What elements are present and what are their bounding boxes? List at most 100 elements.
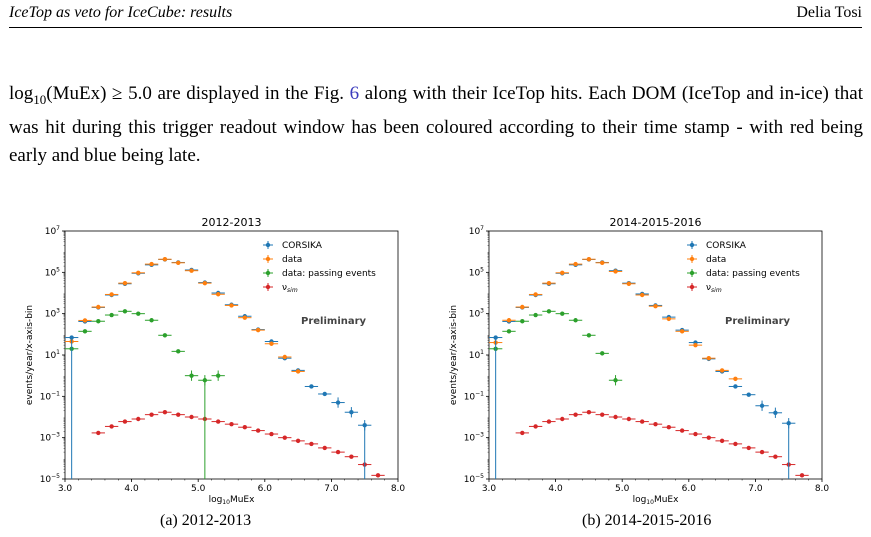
data-point — [639, 292, 645, 298]
data-point — [362, 423, 367, 428]
data-point — [679, 329, 685, 334]
data-point — [613, 269, 618, 274]
x-tick-label: 7.0 — [324, 484, 339, 494]
data-point — [149, 412, 154, 417]
data-point — [546, 309, 552, 314]
data-point — [586, 410, 592, 415]
legend-entry: CORSIKA — [706, 241, 747, 251]
data-point — [136, 416, 141, 422]
legend-marker — [689, 242, 695, 248]
y-tick-label: 101 — [469, 349, 484, 361]
page-header: IceTop as veto for IceCube: results Deli… — [9, 4, 862, 26]
data-point — [269, 341, 274, 346]
data-point — [626, 281, 632, 286]
data-point — [215, 292, 221, 297]
caption-b: (b) 2014-2015-2016 — [582, 512, 712, 529]
legend-entry: data — [706, 255, 726, 265]
data-point — [533, 424, 538, 429]
y-tick-label: 107 — [45, 225, 60, 237]
y-axis-label: events/year/x-axis-bin — [25, 305, 35, 405]
data-point — [773, 454, 778, 459]
data-point — [733, 441, 738, 447]
data-point — [786, 421, 791, 426]
x-axis-label: log10MuEx — [209, 495, 256, 506]
data-point — [69, 335, 74, 340]
data-area — [65, 257, 385, 479]
data-point — [586, 333, 592, 338]
legend-marker — [265, 270, 271, 276]
data-point — [759, 449, 765, 455]
y-tick-label: 10−1 — [40, 390, 60, 402]
data-point — [666, 316, 672, 322]
data-point — [242, 315, 248, 320]
x-tick-label: 8.0 — [815, 484, 830, 494]
data-point — [666, 425, 672, 430]
header-title: IceTop as veto for IceCube: results — [9, 4, 233, 21]
body-paragraph: log10(MuEx) ≥ 5.0 are displayed in the F… — [9, 83, 864, 166]
data-point — [335, 400, 341, 405]
data-point — [719, 438, 725, 444]
data-point — [679, 428, 685, 433]
legend-marker — [689, 270, 695, 276]
chart-title: 2014-2015-2016 — [610, 216, 702, 229]
data-point — [600, 351, 605, 356]
data-point — [229, 303, 234, 308]
data-point — [82, 329, 88, 334]
data-point — [759, 403, 765, 408]
data-point — [255, 327, 261, 333]
legend-marker — [689, 256, 695, 262]
preliminary-annotation: Preliminary — [301, 316, 367, 327]
data-point — [189, 414, 194, 420]
data-point — [322, 391, 327, 397]
data-point — [573, 318, 578, 323]
data-point — [176, 412, 181, 417]
data-area — [489, 257, 809, 479]
y-tick-label: 107 — [469, 225, 484, 237]
header-rule — [9, 27, 862, 28]
data-point — [176, 349, 181, 354]
caption-a: (a) 2012-2013 — [160, 512, 252, 529]
data-point — [719, 368, 725, 373]
data-point — [520, 430, 525, 436]
header-author: Delia Tosi — [796, 4, 862, 21]
data-point — [136, 311, 141, 316]
chart-title: 2012-2013 — [202, 216, 262, 229]
x-tick-label: 4.0 — [548, 484, 563, 494]
figure-reference-link[interactable]: 6 — [349, 83, 360, 104]
data-point — [309, 441, 314, 447]
data-point — [109, 312, 114, 318]
legend-marker — [265, 256, 271, 262]
data-point — [706, 356, 711, 361]
y-tick-label: 103 — [469, 308, 484, 320]
data-point — [600, 260, 605, 265]
data-point — [626, 416, 632, 422]
x-tick-label: 5.0 — [191, 484, 206, 494]
data-point — [613, 414, 618, 420]
x-tick-label: 7.0 — [748, 484, 763, 494]
x-tick-label: 6.0 — [258, 484, 273, 494]
y-tick-label: 105 — [45, 266, 60, 278]
data-point — [122, 280, 128, 286]
math-expression: log10(MuEx) ≥ 5.0 — [9, 83, 152, 107]
data-point — [82, 318, 88, 323]
y-axis-label: events/year/x-axis-bin — [449, 305, 459, 405]
data-point — [282, 354, 287, 360]
legend-entry: νsim — [282, 283, 298, 294]
data-point — [600, 412, 605, 417]
data-point — [96, 319, 101, 324]
data-point — [109, 292, 114, 297]
data-point — [255, 428, 261, 433]
data-point — [653, 303, 658, 309]
data-point — [375, 473, 381, 478]
data-point — [309, 384, 314, 389]
legend-entry: data: passing events — [706, 269, 800, 279]
data-point — [335, 449, 341, 455]
y-tick-label: 10−3 — [464, 432, 484, 444]
data-point — [573, 261, 578, 267]
data-point — [349, 410, 354, 415]
data-point — [176, 260, 181, 265]
x-axis-label: log10MuEx — [633, 495, 680, 506]
data-point — [520, 304, 525, 310]
data-point — [109, 424, 114, 429]
